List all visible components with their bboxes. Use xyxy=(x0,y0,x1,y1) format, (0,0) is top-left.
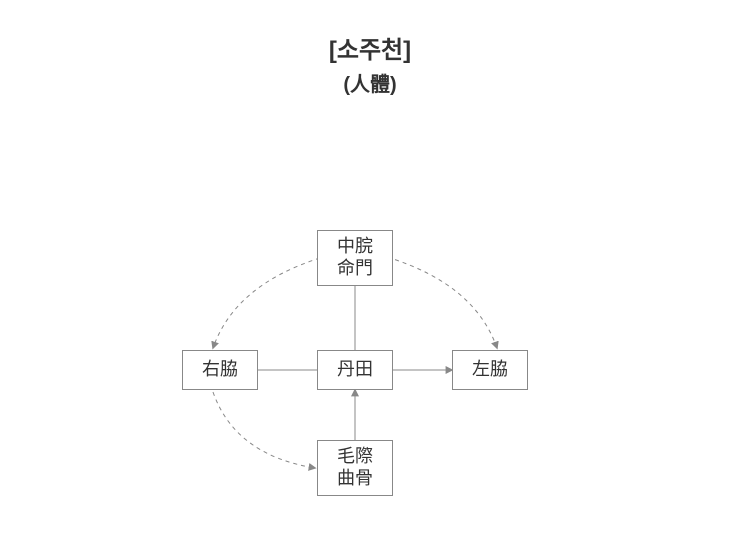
node-label: 丹田 xyxy=(337,359,373,381)
node-label: 命門 xyxy=(337,258,373,280)
edge-dashed xyxy=(213,392,315,468)
node-center: 丹田 xyxy=(317,350,393,390)
node-label: 左脇 xyxy=(472,359,508,381)
node-label: 曲骨 xyxy=(337,468,373,490)
node-label: 右脇 xyxy=(202,359,238,381)
node-left: 右脇 xyxy=(182,350,258,390)
edge-dashed xyxy=(390,258,497,348)
node-top: 中脘命門 xyxy=(317,230,393,286)
node-label: 毛際 xyxy=(337,446,373,468)
node-right: 左脇 xyxy=(452,350,528,390)
diagram-title-main: [소주천] xyxy=(329,30,411,65)
edge-dashed xyxy=(213,258,320,348)
node-bottom: 毛際曲骨 xyxy=(317,440,393,496)
node-label: 中脘 xyxy=(337,236,373,258)
diagram-title-sub: (人體) xyxy=(343,68,396,97)
